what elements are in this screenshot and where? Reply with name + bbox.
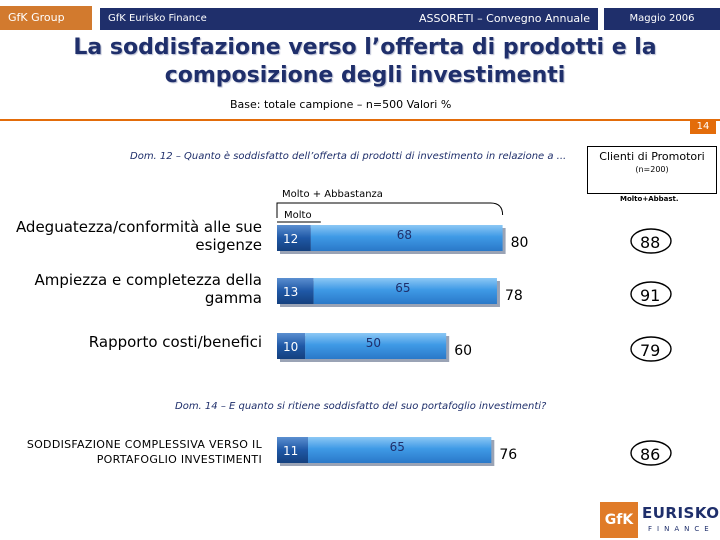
bar-molto <box>277 278 314 304</box>
title-line-1: La soddisfazione verso l’offerta di prod… <box>73 35 657 60</box>
gfk-group-label: GfK Group <box>0 6 92 30</box>
client-value-circle <box>630 228 672 254</box>
label-total: 60 <box>454 343 472 359</box>
category-label-adeguatezza: Adeguatezza/conformità alle sue esigenze <box>15 218 262 254</box>
client-value-label: 86 <box>640 445 660 464</box>
bar-abbastanza <box>310 225 503 251</box>
bar-molto <box>277 333 306 359</box>
category-label-soddisfazione: SODDISFAZIONE COMPLESSIVA VERSO IL PORTA… <box>26 438 262 466</box>
finance-logo-text: FINANCE <box>648 525 714 533</box>
title-line-2: composizione degli investimenti <box>164 63 566 88</box>
question-14: Dom. 14 – E quanto si ritiene soddisfatt… <box>175 401 547 412</box>
bar-abbastanza <box>308 437 492 463</box>
clients-box-title: Clienti di Promotori <box>599 150 705 163</box>
legend-molto-abbastanza: Molto + Abbastanza <box>282 189 383 200</box>
question-12: Dom. 12 – Quanto è soddisfatto dell’offe… <box>130 151 567 162</box>
sample-base: Base: totale campione – n=500 Valori % <box>230 98 452 111</box>
clients-promotori-box: Clienti di Promotori (n=200) <box>587 146 717 194</box>
client-value-label: 79 <box>640 341 660 360</box>
client-value-circle <box>630 281 672 307</box>
eurisko-logo-text: EURISKO <box>642 504 720 522</box>
label-molto: 12 <box>283 232 298 246</box>
page-number: 14 <box>690 120 716 134</box>
label-abbastanza: 65 <box>390 440 405 454</box>
top-bar: GfK Group GfK Eurisko Finance ASSORETI –… <box>0 0 720 30</box>
client-value-label: 88 <box>640 233 660 252</box>
label-abbastanza: 65 <box>395 281 410 295</box>
bar-molto <box>277 225 311 251</box>
clients-box-subheader: Molto+Abbast. <box>620 195 679 203</box>
label-molto: 13 <box>283 285 298 299</box>
label-total: 76 <box>499 447 517 463</box>
legend-molto: Molto <box>284 210 312 221</box>
event-label: ASSORETI – Convegno Annuale <box>226 8 598 30</box>
category-label-ampiezza: Ampiezza e completezza della gamma <box>34 271 262 307</box>
clients-box-n: (n=200) <box>635 165 669 174</box>
label-molto: 11 <box>283 444 298 458</box>
label-abbastanza: 50 <box>366 336 381 350</box>
gfk-logo-mark: GfK <box>600 502 638 538</box>
bar-abbastanza <box>305 333 447 359</box>
client-value-circle <box>630 336 672 362</box>
bar-abbastanza <box>313 278 497 304</box>
bar-molto <box>277 437 309 463</box>
category-label-rapporto: Rapporto costi/benefici <box>88 333 262 351</box>
gfk-eurisko-logo: GfK EURISKO FINANCE <box>600 502 720 538</box>
label-total: 80 <box>511 235 529 251</box>
bracket-molto-abbastanza <box>276 202 504 218</box>
label-abbastanza: 68 <box>397 228 412 242</box>
label-total: 78 <box>505 288 523 304</box>
client-value-label: 91 <box>640 286 660 305</box>
date-label: Maggio 2006 <box>604 8 720 30</box>
page-title: La soddisfazione verso l’offerta di prod… <box>40 34 690 90</box>
orange-divider <box>0 119 720 121</box>
eurisko-finance-label: GfK Eurisko Finance <box>100 8 226 30</box>
label-molto: 10 <box>283 340 298 354</box>
client-value-circle <box>630 440 672 466</box>
